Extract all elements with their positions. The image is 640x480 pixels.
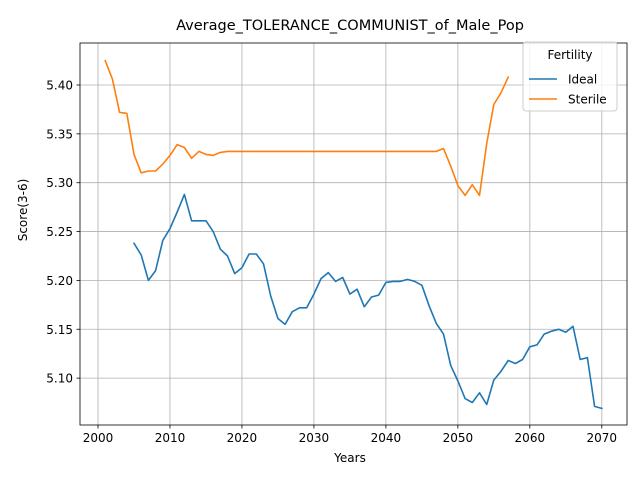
series-lines	[104, 59, 603, 410]
x-tick-label: 2050	[443, 431, 474, 445]
legend: Fertility Ideal Sterile	[522, 41, 618, 112]
y-tick-label: 5.30	[46, 176, 73, 190]
y-tick-label: 5.40	[46, 79, 73, 93]
legend-box	[522, 41, 618, 112]
x-tick-label: 2010	[155, 431, 186, 445]
x-tick-label: 2000	[83, 431, 114, 445]
legend-label-sterile: Sterile	[568, 93, 607, 107]
legend-label-ideal: Ideal	[568, 73, 597, 87]
x-tick-label: 2070	[587, 431, 618, 445]
x-tick-label: 2060	[515, 431, 546, 445]
series-line-sterile	[104, 59, 510, 197]
series-line-ideal	[132, 193, 603, 410]
x-tick-label: 2030	[299, 431, 330, 445]
y-tick-label: 5.20	[46, 274, 73, 288]
x-axis: 2000 2010 2020 2030 2040 2050 2060 2070	[83, 425, 617, 445]
y-tick-label: 5.10	[46, 372, 73, 386]
chart-title: Average_TOLERANCE_COMMUNIST_of_Male_Pop	[176, 18, 524, 34]
grid-lines	[80, 43, 627, 425]
y-axis: 5.10 5.15 5.20 5.25 5.30 5.35 5.40	[46, 79, 80, 386]
y-tick-label: 5.15	[46, 323, 73, 337]
x-tick-label: 2020	[227, 431, 258, 445]
y-tick-label: 5.35	[46, 127, 73, 141]
legend-title: Fertility	[547, 48, 592, 62]
plot-frame	[79, 42, 628, 426]
x-axis-label: Years	[333, 451, 366, 465]
y-axis-label: Score(3-6)	[16, 179, 30, 242]
x-tick-label: 2040	[371, 431, 402, 445]
y-tick-label: 5.25	[46, 225, 73, 239]
